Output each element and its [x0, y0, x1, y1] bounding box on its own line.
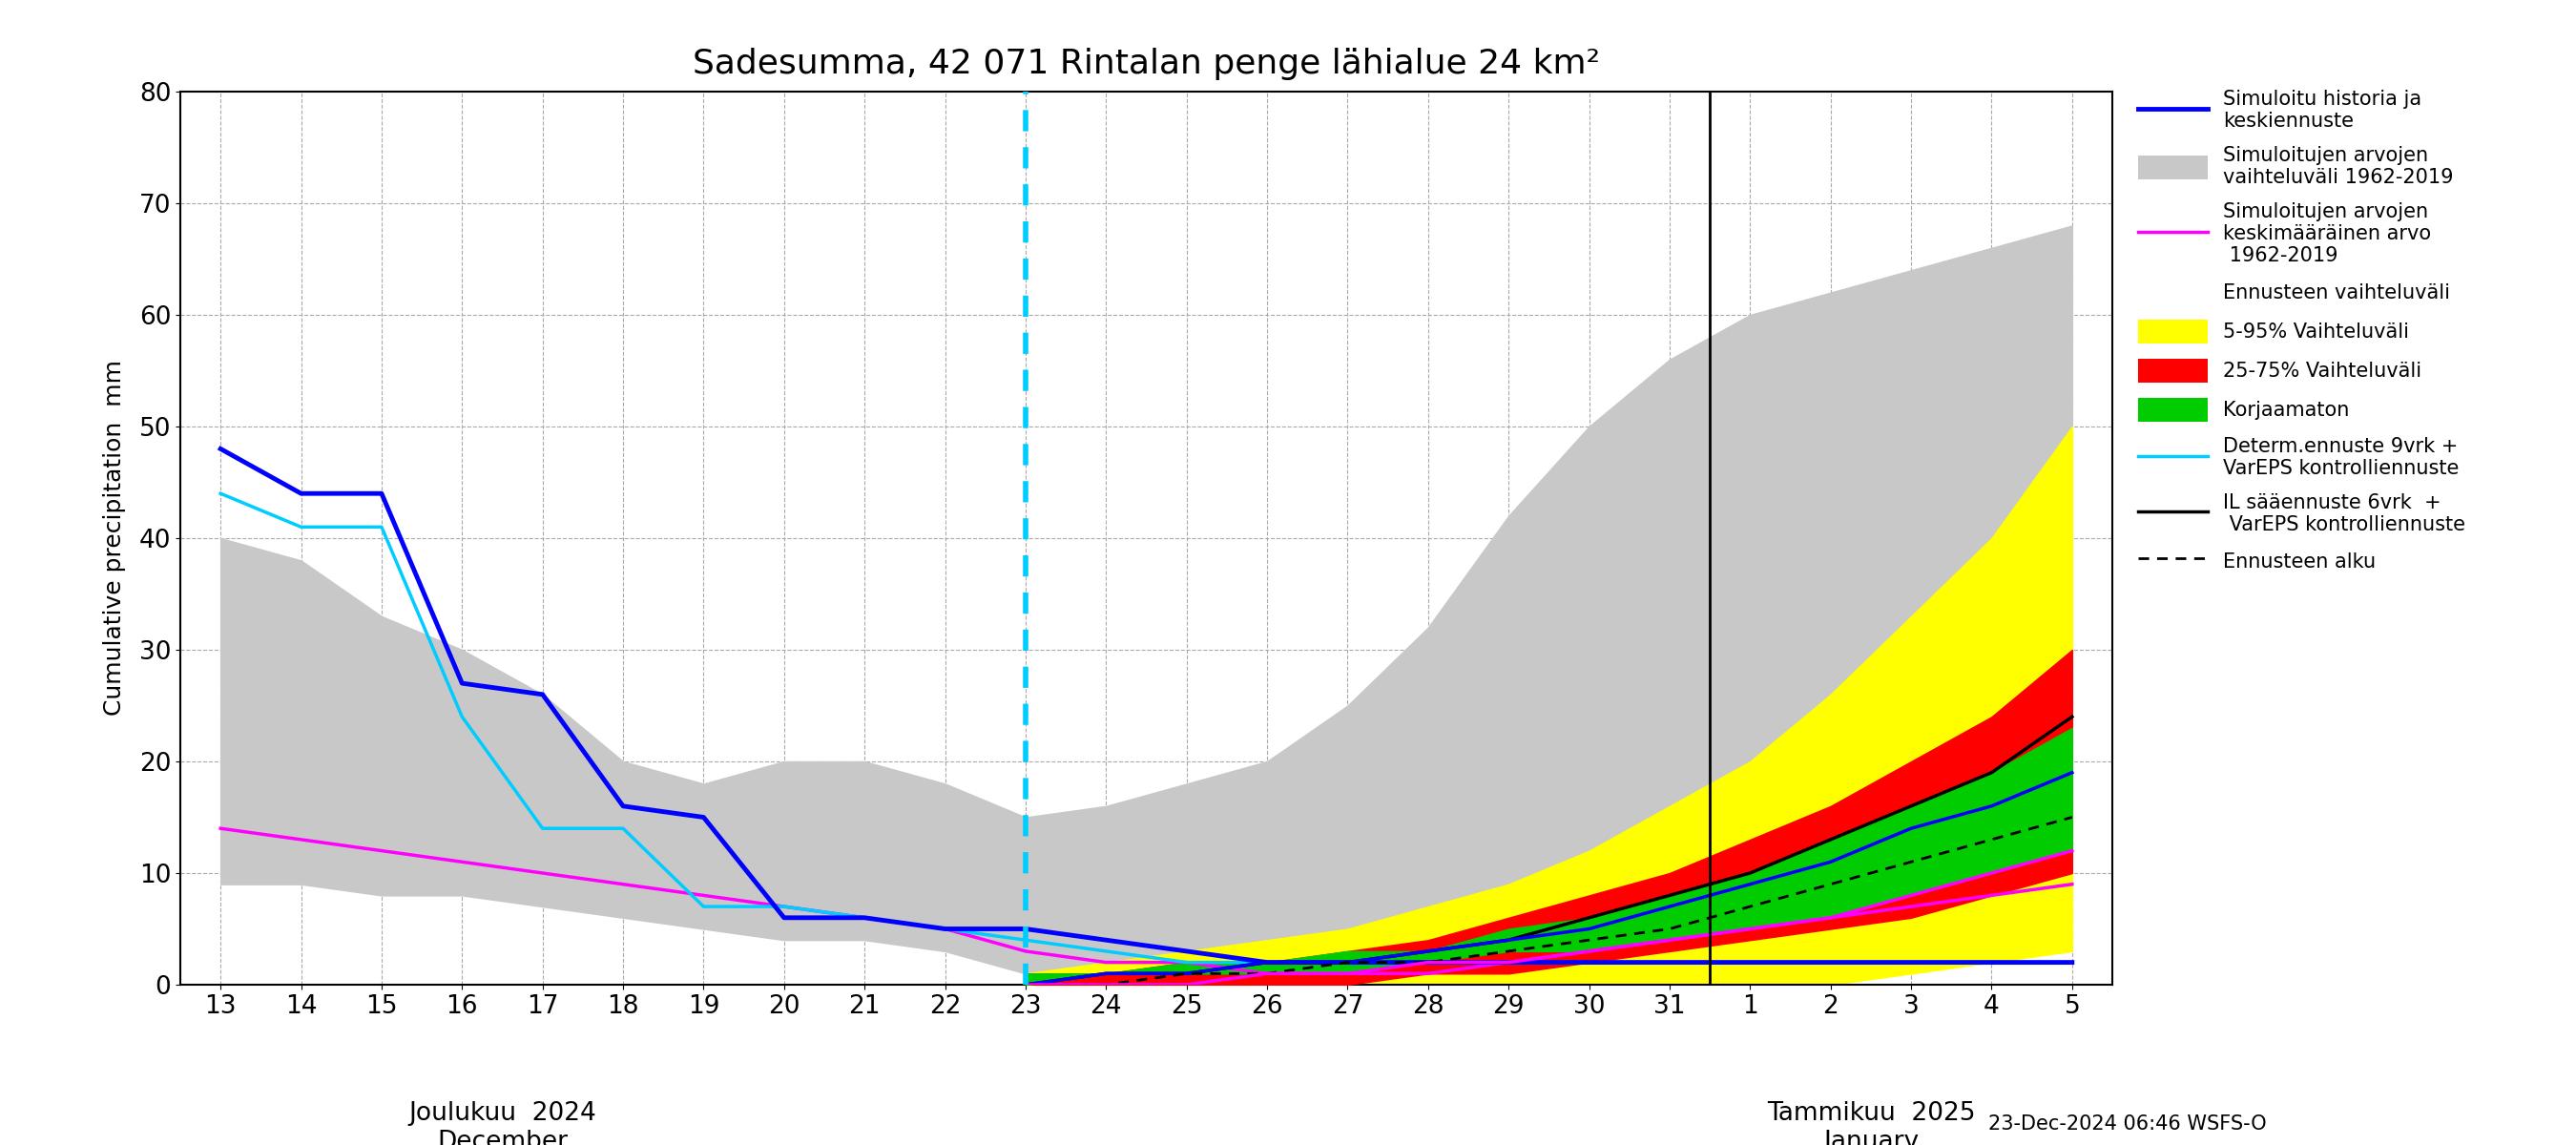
- Y-axis label: Cumulative precipitation  mm: Cumulative precipitation mm: [103, 361, 126, 716]
- Text: Joulukuu  2024
December: Joulukuu 2024 December: [410, 1100, 595, 1145]
- Text: 23-Dec-2024 06:46 WSFS-O: 23-Dec-2024 06:46 WSFS-O: [1989, 1114, 2267, 1134]
- Legend: Simuloitu historia ja
keskiennuste, Simuloitujen arvojen
vaihteluväli 1962-2019,: Simuloitu historia ja keskiennuste, Simu…: [2133, 84, 2470, 579]
- Title: Sadesumma, 42 071 Rintalan penge lähialue 24 km²: Sadesumma, 42 071 Rintalan penge lähialu…: [693, 47, 1600, 80]
- Text: Tammikuu  2025
January: Tammikuu 2025 January: [1767, 1100, 1976, 1145]
